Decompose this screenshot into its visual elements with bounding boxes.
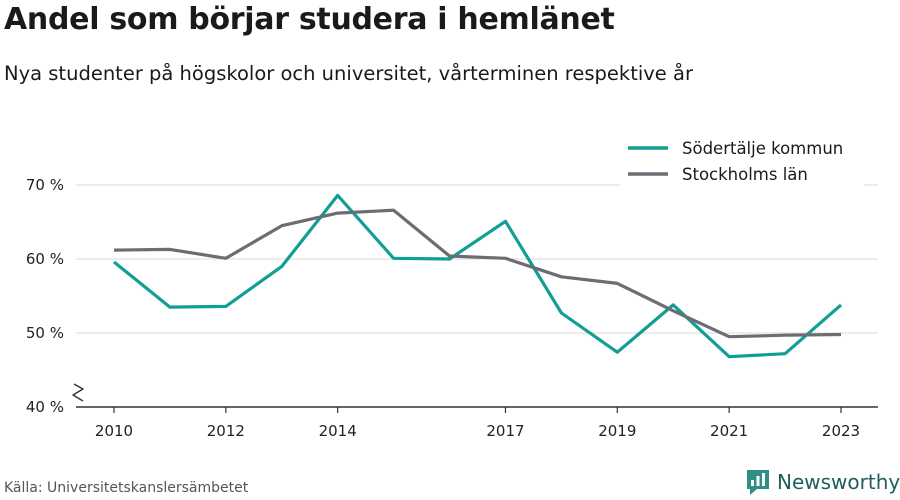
x-tick-label: 2012: [207, 422, 245, 440]
y-tick-label: 40 %: [26, 398, 64, 416]
source-note: Källa: Universitetskanslersämbetet: [4, 480, 249, 496]
newsworthy-logo-icon: [747, 470, 769, 495]
y-tick-label: 60 %: [26, 250, 64, 268]
x-tick-label: 2017: [486, 422, 524, 440]
legend-background: [620, 130, 864, 186]
break-mark-icon: [72, 383, 84, 402]
series-line-2: [113, 208, 842, 339]
brand-logo: Newsworthy: [745, 467, 900, 497]
x-tick-label: 2014: [319, 422, 357, 440]
series-line-1: [112, 193, 843, 359]
y-tick-label: 70 %: [26, 176, 64, 194]
x-tick-label: 2021: [710, 422, 748, 440]
x-tick-label: 2023: [822, 422, 860, 440]
y-tick-label: 50 %: [26, 324, 64, 342]
brand-name: Newsworthy: [777, 470, 900, 494]
chart-subtitle: Nya studenter på högskolor och universit…: [4, 62, 693, 85]
x-tick-label: 2019: [598, 422, 636, 440]
x-tick-label: 2010: [95, 422, 133, 440]
chart-title: Andel som börjar studera i hemlänet: [4, 2, 615, 37]
legend-label: Stockholms län: [682, 165, 808, 184]
legend-label: Södertälje kommun: [682, 139, 843, 158]
line-chart: 40 % 50 % 60 % 70 % 2010 2012 2014 2017 2019 2021…: [25, 130, 878, 440]
